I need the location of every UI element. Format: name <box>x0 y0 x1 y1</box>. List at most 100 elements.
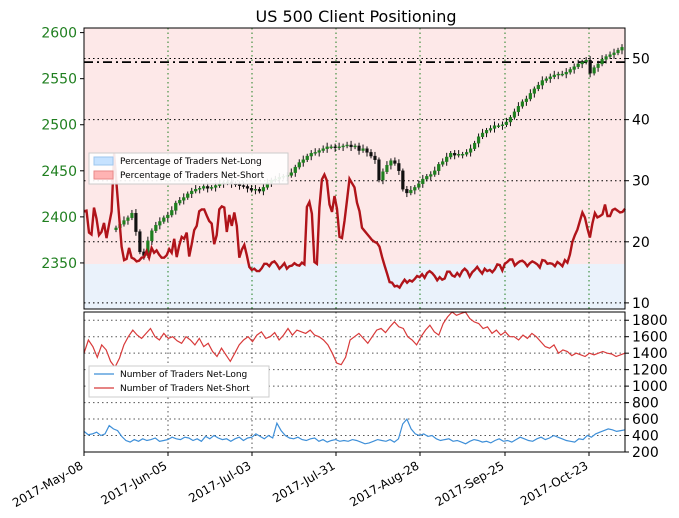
candle-body-23 <box>206 186 210 189</box>
right-tick-label-2: 30 <box>632 174 650 190</box>
candle-body-91 <box>476 136 481 144</box>
candle-body-86 <box>457 154 461 156</box>
candle-body-58 <box>345 144 349 147</box>
candle-body-32 <box>241 185 246 187</box>
legend-swatch-net-short <box>93 170 114 180</box>
candle-body-47 <box>301 159 305 163</box>
candle-body-20 <box>194 189 198 192</box>
bottom-tick-label-2: 600 <box>632 412 659 428</box>
left-tick-label-1: 2400 <box>41 210 77 226</box>
candle-body-6 <box>138 231 142 253</box>
top-panel-frame <box>83 27 626 310</box>
candle-body-101 <box>516 106 521 113</box>
candle-body-127 <box>620 47 624 51</box>
candle-body-60 <box>353 145 357 148</box>
top-panel: 2350 2400 2450 2500 2550 2600 10 20 30 40 50 <box>41 26 649 312</box>
candle-body-12 <box>162 217 166 222</box>
candle-body-99 <box>508 117 513 123</box>
candle-body-93 <box>484 130 489 134</box>
candle-body-10 <box>154 224 158 231</box>
candle-body-19 <box>190 190 194 195</box>
legend-label-traders-net-long: Number of Traders Net-Long <box>120 370 247 380</box>
candle-body-31 <box>237 184 242 186</box>
candle-body-35 <box>253 189 258 191</box>
candle-body-111 <box>556 73 560 76</box>
candle-body-118 <box>584 60 588 63</box>
candle-body-16 <box>178 200 182 204</box>
candle-body-57 <box>341 145 345 148</box>
candle-body-11 <box>158 221 162 226</box>
candle-body-77 <box>421 178 425 184</box>
legend-swatch-net-long <box>93 156 114 166</box>
candle-body-34 <box>249 188 254 191</box>
candle-body-5 <box>134 212 138 232</box>
candle-body-125 <box>612 52 616 55</box>
candle-body-120 <box>592 67 596 74</box>
net-long-percentage-line <box>83 153 626 290</box>
candle-body-13 <box>166 214 170 218</box>
candle-body-117 <box>580 61 584 65</box>
candle-body-109 <box>548 76 552 79</box>
candle-body-71 <box>397 163 401 172</box>
candle-body-14 <box>170 210 174 216</box>
candle-body-18 <box>186 193 190 198</box>
legend-label-net-long-pct: Percentage of Traders Net-Long <box>120 157 262 167</box>
candle-body-115 <box>572 66 576 70</box>
candle-body-61 <box>357 145 361 151</box>
candle-body-44 <box>289 172 293 176</box>
candle-body-123 <box>604 56 608 60</box>
bottom-panel-frame <box>83 311 626 453</box>
net-long-traders-line <box>83 417 626 445</box>
candle-body-68 <box>385 165 389 172</box>
left-tick-label-2: 2450 <box>41 164 77 180</box>
right-tick-label-3: 40 <box>632 113 650 129</box>
top-panel-long-band <box>84 264 625 309</box>
candle-body-56 <box>337 146 341 149</box>
candle-body-97 <box>500 124 505 126</box>
candle-body-4 <box>130 212 134 218</box>
candle-body-114 <box>568 69 572 73</box>
candle-body-21 <box>198 188 202 190</box>
date-tick-label-0: 2017-May-08 <box>10 458 85 510</box>
candle-body-33 <box>245 186 250 189</box>
candle-body-105 <box>532 88 536 94</box>
candle-body-124 <box>608 54 612 57</box>
candle-body-3 <box>126 217 130 221</box>
candle-body-112 <box>560 73 564 76</box>
candle-body-106 <box>536 84 540 90</box>
candle-body-102 <box>520 101 524 107</box>
candle-body-64 <box>369 152 373 157</box>
candle-body-104 <box>528 93 532 100</box>
top-legend-box <box>88 152 289 185</box>
candle-body-24 <box>210 187 214 189</box>
right-tick-label-4: 50 <box>632 52 650 68</box>
candle-body-67 <box>381 171 385 181</box>
left-axis-ticks: 2350 2400 2450 2500 2550 2600 <box>41 26 84 272</box>
candle-body-94 <box>488 128 493 131</box>
candle-body-72 <box>401 170 405 190</box>
candle-body-52 <box>321 148 325 151</box>
bottom-tick-label-4: 1000 <box>632 379 668 395</box>
candle-body-73 <box>405 189 409 194</box>
date-tick-label-4: 2017-Aug-28 <box>347 458 421 509</box>
bottom-tick-label-0: 200 <box>632 445 659 461</box>
chart-title: US 500 Client Positioning <box>255 7 456 26</box>
candle-body-107 <box>540 80 544 86</box>
net-short-traders-line <box>83 311 626 369</box>
candle-body-121 <box>596 63 600 68</box>
candle-body-108 <box>544 78 548 81</box>
candle-body-65 <box>373 155 377 160</box>
bottom-legend-box <box>88 365 270 398</box>
candle-body-113 <box>564 72 568 75</box>
candle-body-75 <box>413 187 417 191</box>
date-tick-label-5: 2017-Sep-25 <box>433 458 507 509</box>
bottom-tick-label-8: 1800 <box>632 313 668 329</box>
candle-body-17 <box>182 197 186 201</box>
bottom-tick-label-3: 800 <box>632 396 659 412</box>
candle-body-85 <box>453 153 457 156</box>
candle-body-54 <box>329 146 333 149</box>
candle-body-69 <box>389 160 393 166</box>
